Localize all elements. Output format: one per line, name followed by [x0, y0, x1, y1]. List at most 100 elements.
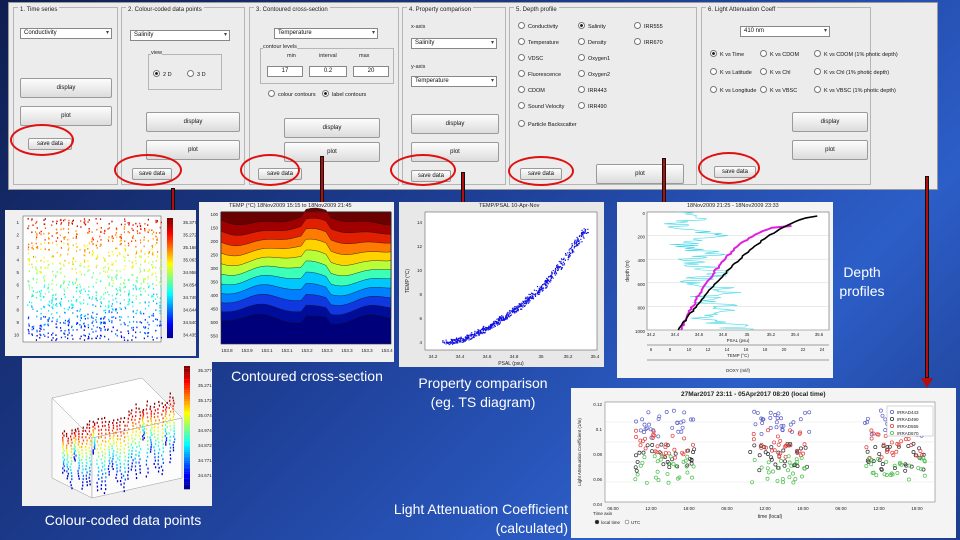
data-point — [123, 339, 126, 341]
data-point — [864, 464, 869, 468]
data-point — [164, 415, 166, 418]
data-point — [116, 312, 118, 314]
data-point — [84, 317, 86, 320]
variable-dropdown[interactable]: Temperature — [274, 28, 378, 39]
data-point — [135, 403, 137, 406]
panel-title: 2. Colour-coded data points — [126, 7, 204, 13]
plot-button[interactable]: plot — [596, 164, 684, 184]
save-data-button[interactable]: save data — [520, 168, 562, 180]
data-point — [884, 459, 889, 464]
plot-button[interactable]: plot — [411, 142, 499, 162]
depth-option-radio[interactable]: Oxygen1 — [578, 54, 610, 63]
light-option-radio[interactable]: K vs Chl (1% photic depth) — [814, 68, 889, 77]
data-point — [48, 242, 50, 244]
data-point — [472, 336, 474, 338]
max-input[interactable]: 20 — [353, 66, 389, 77]
data-point — [539, 289, 541, 291]
max-label: max — [359, 53, 370, 59]
light-option-radio[interactable]: K vs VBSC (1% photic depth) — [814, 86, 896, 95]
save-data-button[interactable]: save data — [28, 138, 72, 150]
variable-dropdown[interactable]: Salinity — [130, 30, 230, 41]
data-point — [574, 239, 576, 241]
depth-option-radio[interactable]: CDOM — [518, 86, 545, 95]
data-point — [47, 309, 50, 312]
data-point — [132, 305, 134, 308]
depth-option-radio[interactable]: Fluorescence — [518, 70, 561, 79]
data-point — [99, 334, 102, 337]
data-point — [67, 442, 69, 445]
data-point — [127, 301, 129, 303]
data-point — [534, 295, 537, 298]
light-option-radio[interactable]: K vs Latitude — [710, 68, 752, 77]
plot-button[interactable]: plot — [146, 140, 240, 160]
label-contours-radio[interactable]: label contours — [322, 90, 366, 99]
depth-option-radio[interactable]: Temperature — [518, 38, 559, 47]
depth-option-radio[interactable]: Sound Velocity — [518, 102, 564, 111]
data-point — [152, 283, 154, 285]
data-point — [111, 235, 113, 238]
data-point — [759, 431, 764, 436]
y-axis-dropdown[interactable]: Temperature — [411, 76, 497, 87]
data-point — [464, 340, 466, 342]
variable-dropdown[interactable]: Conductivity — [20, 28, 112, 39]
data-point — [99, 272, 101, 275]
colour-contours-radio[interactable]: colour contours — [268, 90, 316, 99]
plot-button[interactable]: plot — [792, 140, 868, 160]
plot-button[interactable]: plot — [284, 142, 380, 162]
depth-option-radio[interactable]: VDSC — [518, 54, 543, 63]
panel-property: 4. Property comparison x-axis Salinity y… — [402, 7, 506, 185]
depth-option-radio[interactable]: IRR443 — [578, 86, 607, 95]
colorbar-segment — [167, 322, 173, 325]
view-3d-radio[interactable]: 3 D — [187, 70, 206, 79]
light-option-radio[interactable]: K vs Longitude — [710, 86, 756, 95]
data-point — [495, 321, 497, 323]
view-2d-radio[interactable]: 2 D — [153, 70, 172, 79]
x-tick: 18:00 — [797, 506, 809, 511]
data-point — [659, 442, 664, 447]
depth-option-radio[interactable]: IRR490 — [578, 102, 607, 111]
display-button[interactable]: display — [284, 118, 380, 138]
data-point — [159, 310, 161, 312]
data-point — [84, 249, 86, 251]
depth-option-radio[interactable]: Density — [578, 38, 606, 47]
save-data-button[interactable]: save data — [411, 170, 451, 182]
colorbar-label: 34.872 — [198, 443, 212, 448]
plot-button[interactable]: plot — [20, 106, 112, 126]
data-point — [482, 326, 484, 328]
data-point — [112, 279, 114, 282]
particle-backscatter-radio[interactable]: Particle Backscatter — [518, 120, 577, 129]
wavelength-dropdown[interactable]: 410 nm — [740, 26, 830, 37]
data-point — [168, 432, 170, 435]
save-data-button[interactable]: save data — [258, 168, 302, 180]
x-axis-dropdown[interactable]: Salinity — [411, 38, 497, 49]
data-point — [124, 478, 126, 481]
data-point — [100, 321, 103, 324]
depth-option-radio[interactable]: Conductivity — [518, 22, 558, 31]
depth-option-radio[interactable]: Salinity — [578, 22, 606, 31]
light-option-radio[interactable]: K vs CDOM — [760, 50, 799, 59]
tick-label: 9 — [16, 320, 19, 325]
plot-area — [646, 211, 830, 331]
light-option-radio[interactable]: K vs Time — [710, 50, 744, 59]
light-option-radio[interactable]: K vs VBSC — [760, 86, 797, 95]
depth-option-radio[interactable]: IRR670 — [634, 38, 663, 47]
depth-option-radio[interactable]: IRR555 — [634, 22, 663, 31]
data-point — [577, 244, 579, 246]
display-button[interactable]: display — [792, 112, 868, 132]
light-option-radio[interactable]: K vs CDOM (1% photic depth) — [814, 50, 898, 59]
data-point — [72, 258, 74, 260]
display-button[interactable]: display — [411, 114, 499, 134]
data-point — [524, 302, 526, 305]
save-data-button[interactable]: save data — [132, 168, 172, 180]
depth-option-radio[interactable]: Oxygen2 — [578, 70, 610, 79]
light-option-radio[interactable]: K vs Chl — [760, 68, 790, 77]
min-input[interactable]: 17 — [267, 66, 303, 77]
data-point — [138, 434, 140, 437]
interval-input[interactable]: 0.2 — [309, 66, 347, 77]
data-point — [169, 439, 171, 442]
display-button[interactable]: display — [146, 112, 240, 132]
display-button[interactable]: display — [20, 78, 112, 98]
save-data-button[interactable]: save data — [714, 166, 756, 178]
data-point — [120, 308, 122, 310]
x-tick: 24 — [820, 347, 825, 352]
